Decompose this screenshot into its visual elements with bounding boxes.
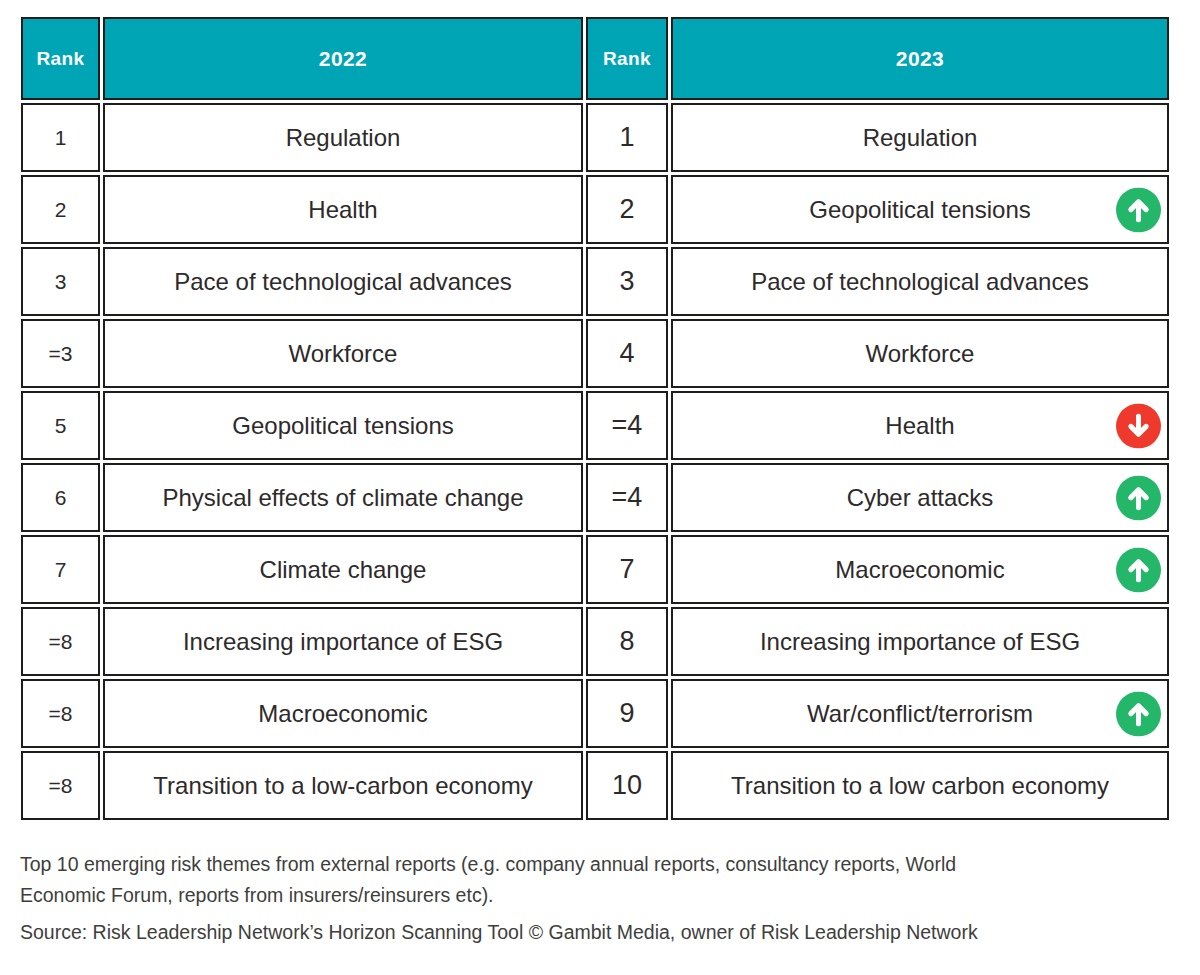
theme-2023-cell: War/conflict/terrorism [671,679,1169,748]
table-row: =8Increasing importance of ESG8Increasin… [21,607,1169,676]
rank-2022-cell: 1 [21,103,100,172]
rank-up-icon [1116,547,1161,592]
table-row: 3Pace of technological advances3Pace of … [21,247,1169,316]
table-row: 7Climate change7 Macroeconomic [21,535,1169,604]
theme-label: Increasing importance of ESG [760,628,1080,655]
theme-2023-cell: Regulation [671,103,1169,172]
rank-2023-cell: 7 [586,535,668,604]
theme-2022-cell: Pace of technological advances [103,247,583,316]
theme-label: Regulation [863,124,978,151]
rank-2023-cell: 8 [586,607,668,676]
table-row: 1Regulation1Regulation [21,103,1169,172]
theme-2022-cell: Increasing importance of ESG [103,607,583,676]
rank-2023-cell: 10 [586,751,668,820]
theme-label: Workforce [866,340,975,367]
rank-2022-cell: 2 [21,175,100,244]
theme-2023-cell: Pace of technological advances [671,247,1169,316]
rank-up-icon [1116,475,1161,520]
rank-2022-cell: 3 [21,247,100,316]
rank-2022-cell: =8 [21,607,100,676]
rank-up-icon [1116,691,1161,736]
theme-2023-cell: Transition to a low carbon economy [671,751,1169,820]
theme-label: War/conflict/terrorism [807,700,1033,727]
rank-2023-cell: 2 [586,175,668,244]
header-rank-2022: Rank [21,17,100,100]
table-row: 6Physical effects of climate change=4 Cyb… [21,463,1169,532]
rank-2022-cell: =8 [21,679,100,748]
header-rank-2023: Rank [586,17,668,100]
risk-ranking-table: Rank 2022 Rank 2023 1Regulation1Regulati… [18,14,1172,823]
table-caption: Top 10 emerging risk themes from externa… [20,849,1040,911]
theme-2023-cell: Cyber attacks [671,463,1169,532]
rank-2022-cell: =8 [21,751,100,820]
theme-label: Pace of technological advances [751,268,1089,295]
theme-2022-cell: Macroeconomic [103,679,583,748]
table-row: 5Geopolitical tensions=4 Health [21,391,1169,460]
theme-2023-cell: Increasing importance of ESG [671,607,1169,676]
table-row: =8Macroeconomic9 War/conflict/terrorism [21,679,1169,748]
rank-2023-cell: 3 [586,247,668,316]
rank-2023-cell: 9 [586,679,668,748]
header-row: Rank 2022 Rank 2023 [21,17,1169,100]
theme-2022-cell: Regulation [103,103,583,172]
theme-label: Health [885,412,954,439]
source-line: Source: Risk Leadership Network’s Horizo… [20,918,1160,947]
theme-label: Geopolitical tensions [809,196,1030,223]
table-row: 2Health2 Geopolitical tensions [21,175,1169,244]
theme-2022-cell: Climate change [103,535,583,604]
rank-2023-cell: =4 [586,391,668,460]
table-row: =8Transition to a low-carbon economy10 Tr… [21,751,1169,820]
theme-label: Transition to a low carbon economy [731,772,1109,799]
rank-down-icon [1116,403,1161,448]
theme-2022-cell: Physical effects of climate change [103,463,583,532]
theme-2023-cell: Macroeconomic [671,535,1169,604]
rank-2023-cell: 4 [586,319,668,388]
header-year-2023: 2023 [671,17,1169,100]
theme-2023-cell: Workforce [671,319,1169,388]
theme-2022-cell: Workforce [103,319,583,388]
rank-2022-cell: 6 [21,463,100,532]
rank-up-icon [1116,187,1161,232]
theme-label: Macroeconomic [835,556,1004,583]
rank-2022-cell: 5 [21,391,100,460]
theme-2022-cell: Transition to a low-carbon economy [103,751,583,820]
rank-2022-cell: 7 [21,535,100,604]
theme-2022-cell: Geopolitical tensions [103,391,583,460]
page: Rank 2022 Rank 2023 1Regulation1Regulati… [0,0,1200,947]
rank-2023-cell: 1 [586,103,668,172]
table-row: =3Workforce4Workforce [21,319,1169,388]
header-year-2022: 2022 [103,17,583,100]
theme-label: Cyber attacks [847,484,994,511]
theme-2022-cell: Health [103,175,583,244]
theme-2023-cell: Geopolitical tensions [671,175,1169,244]
rank-2023-cell: =4 [586,463,668,532]
theme-2023-cell: Health [671,391,1169,460]
rank-2022-cell: =3 [21,319,100,388]
